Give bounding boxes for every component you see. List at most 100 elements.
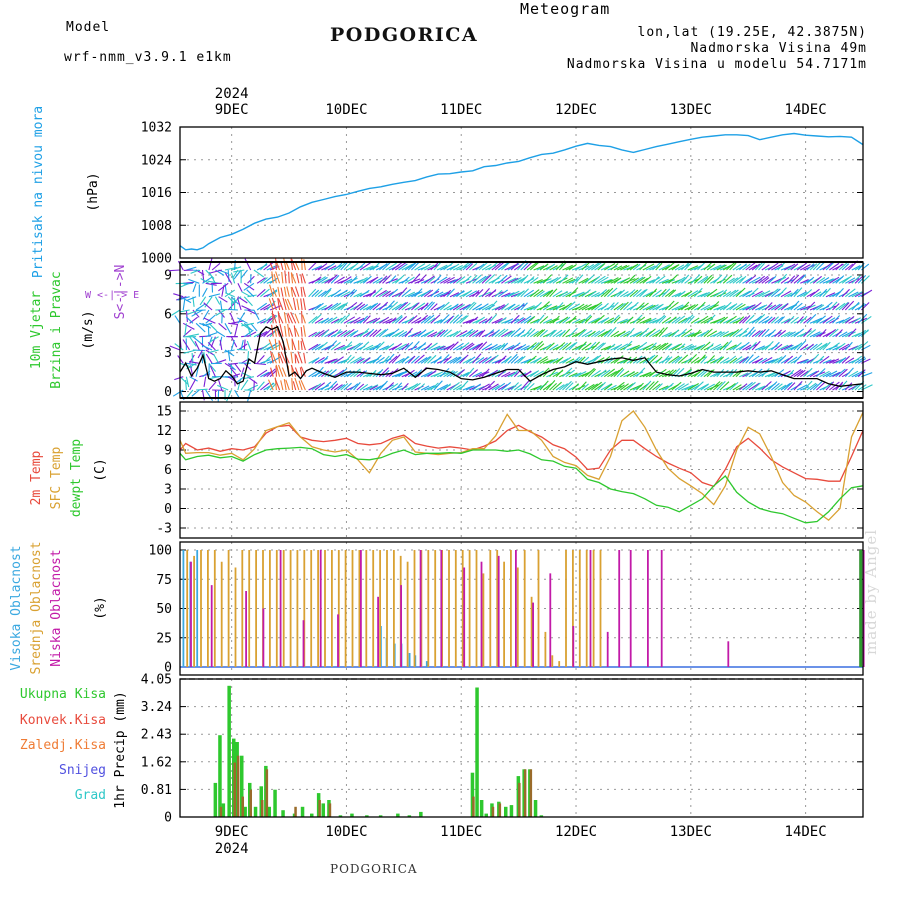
wind-arrow [851,370,864,378]
wind-arrow [613,277,622,284]
wind-arrow [796,358,809,364]
wind-arrow [427,342,438,351]
wind-compass-vertical: S<-|->N [113,265,128,320]
wind-arrow [526,262,538,271]
wind-arrow [616,264,628,271]
wind-arrow [658,326,668,338]
wind-arrow [423,329,435,338]
wind-arrow [337,289,348,298]
wind-arrow [452,384,462,391]
wind-arrow [530,318,540,324]
wind-arrow [452,276,462,284]
wind-arrow [337,315,346,324]
wind-arrow [468,369,479,378]
wind-arrow [796,316,804,324]
wind-arrow [465,343,475,351]
wind-arrow [278,340,284,351]
wind-arrow [652,289,662,298]
wind-arrow [796,369,806,378]
wind-arrow [648,288,658,298]
wind-arrow [488,289,497,298]
wind-arrow [700,277,709,284]
dewpt-series-line [179,446,864,524]
wind-arrow [398,263,408,271]
wind-arrow [754,357,764,364]
wind-arrow [231,320,244,324]
wind-arrow [719,357,730,364]
wind-arrow [642,275,652,284]
wind-arrow [229,367,239,378]
wind-arrow [851,265,861,271]
wind-arrow [655,314,666,324]
wind-arrow [420,263,431,271]
wind-arrow [835,263,843,271]
wind-arrow [452,356,462,364]
wind-arrow [594,383,604,391]
wind-arrow [494,304,505,311]
wind-arrow [388,345,398,351]
wind-arrow [182,328,192,338]
wind-arrow [436,264,448,271]
wind-arrow [671,264,680,271]
wind-arrow [379,345,390,351]
wind-arrow [443,329,453,338]
wind-arrow [536,314,545,324]
wind-arrow [497,262,509,271]
wind-arrow [501,371,511,378]
wind-arrow [661,343,672,351]
wind-arrow [555,356,564,364]
wind-arrow [501,292,511,298]
wind-arrow [478,275,489,284]
wind-arrow [517,317,526,324]
wind-arrow [300,286,303,297]
wind-arrow [729,303,738,311]
wind-arrow [729,317,741,324]
wind-arrow [787,369,795,378]
total-precip-bar [484,813,488,817]
wind-arrow [246,340,252,351]
wind-arrow [857,275,867,284]
wind-arrow [507,290,520,298]
wind-arrow [604,263,616,271]
wind-arrow [604,317,615,324]
total-precip-bar [240,755,244,817]
wind-arrow [639,317,652,324]
wind-arrow [439,314,450,324]
wind-arrow [809,263,818,271]
wind-arrow [668,274,678,284]
wind-arrow [687,354,697,364]
wind-arrow [510,370,519,378]
top-day-label: 10DEC [325,102,367,118]
wind-arrow [468,302,477,311]
wind-arrow [398,315,408,324]
wind-arrow [584,315,593,324]
wind-arrow [575,343,587,351]
wind-arrow [809,353,820,364]
wind-arrow [719,341,729,351]
wind-arrow [484,329,495,338]
wind-arrow [838,357,847,364]
wind-arrow [610,330,620,338]
pressure-plot-area [180,127,863,258]
wind-arrow [277,298,281,311]
wind-arrow [697,301,706,311]
total-precip-bar [396,813,400,817]
wind-arrow [806,370,818,378]
wind-arrow [218,296,228,303]
wind-arrow [171,309,181,316]
wind-arrow [597,381,606,391]
wind-arrow [314,302,324,311]
wind-arrow [478,383,490,391]
wind-arrow [481,274,492,284]
wind-arrow [854,380,865,391]
wind-arrow [844,382,853,391]
wind-arrow [172,389,184,397]
wind-arrow [430,345,441,351]
wind-arrow [581,289,591,298]
wind-arrow [321,381,332,391]
wind-arrow [446,265,456,271]
wind-arrow [726,369,734,378]
wind-arrow [423,356,432,364]
wind-arrow [439,367,450,378]
wind-arrow [832,303,840,311]
